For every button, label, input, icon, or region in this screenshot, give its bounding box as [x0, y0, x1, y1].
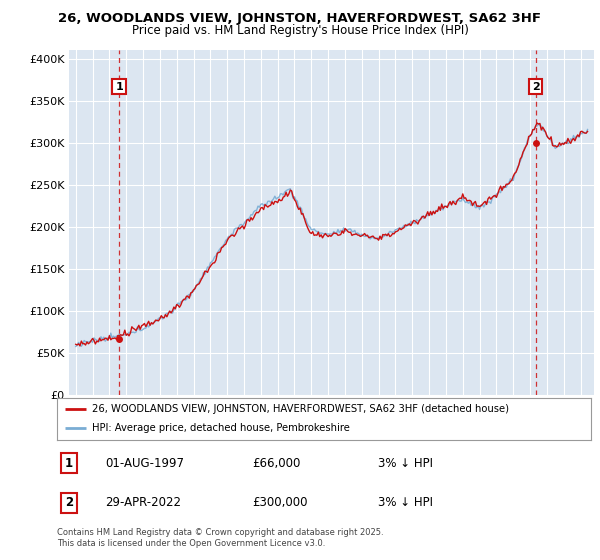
Text: 26, WOODLANDS VIEW, JOHNSTON, HAVERFORDWEST, SA62 3HF: 26, WOODLANDS VIEW, JOHNSTON, HAVERFORDW…	[59, 12, 542, 25]
Text: 26, WOODLANDS VIEW, JOHNSTON, HAVERFORDWEST, SA62 3HF (detached house): 26, WOODLANDS VIEW, JOHNSTON, HAVERFORDW…	[92, 404, 509, 414]
Text: £66,000: £66,000	[252, 457, 301, 470]
Text: 2: 2	[65, 496, 73, 509]
Text: Contains HM Land Registry data © Crown copyright and database right 2025.
This d: Contains HM Land Registry data © Crown c…	[57, 528, 383, 548]
Text: 1: 1	[65, 457, 73, 470]
Text: 3% ↓ HPI: 3% ↓ HPI	[378, 496, 433, 509]
Text: 2: 2	[532, 82, 539, 92]
Text: HPI: Average price, detached house, Pembrokeshire: HPI: Average price, detached house, Pemb…	[92, 423, 350, 433]
Text: £300,000: £300,000	[252, 496, 308, 509]
Text: 1: 1	[115, 82, 123, 92]
Text: Price paid vs. HM Land Registry's House Price Index (HPI): Price paid vs. HM Land Registry's House …	[131, 24, 469, 36]
Text: 01-AUG-1997: 01-AUG-1997	[105, 457, 184, 470]
Text: 3% ↓ HPI: 3% ↓ HPI	[378, 457, 433, 470]
Text: 29-APR-2022: 29-APR-2022	[105, 496, 181, 509]
